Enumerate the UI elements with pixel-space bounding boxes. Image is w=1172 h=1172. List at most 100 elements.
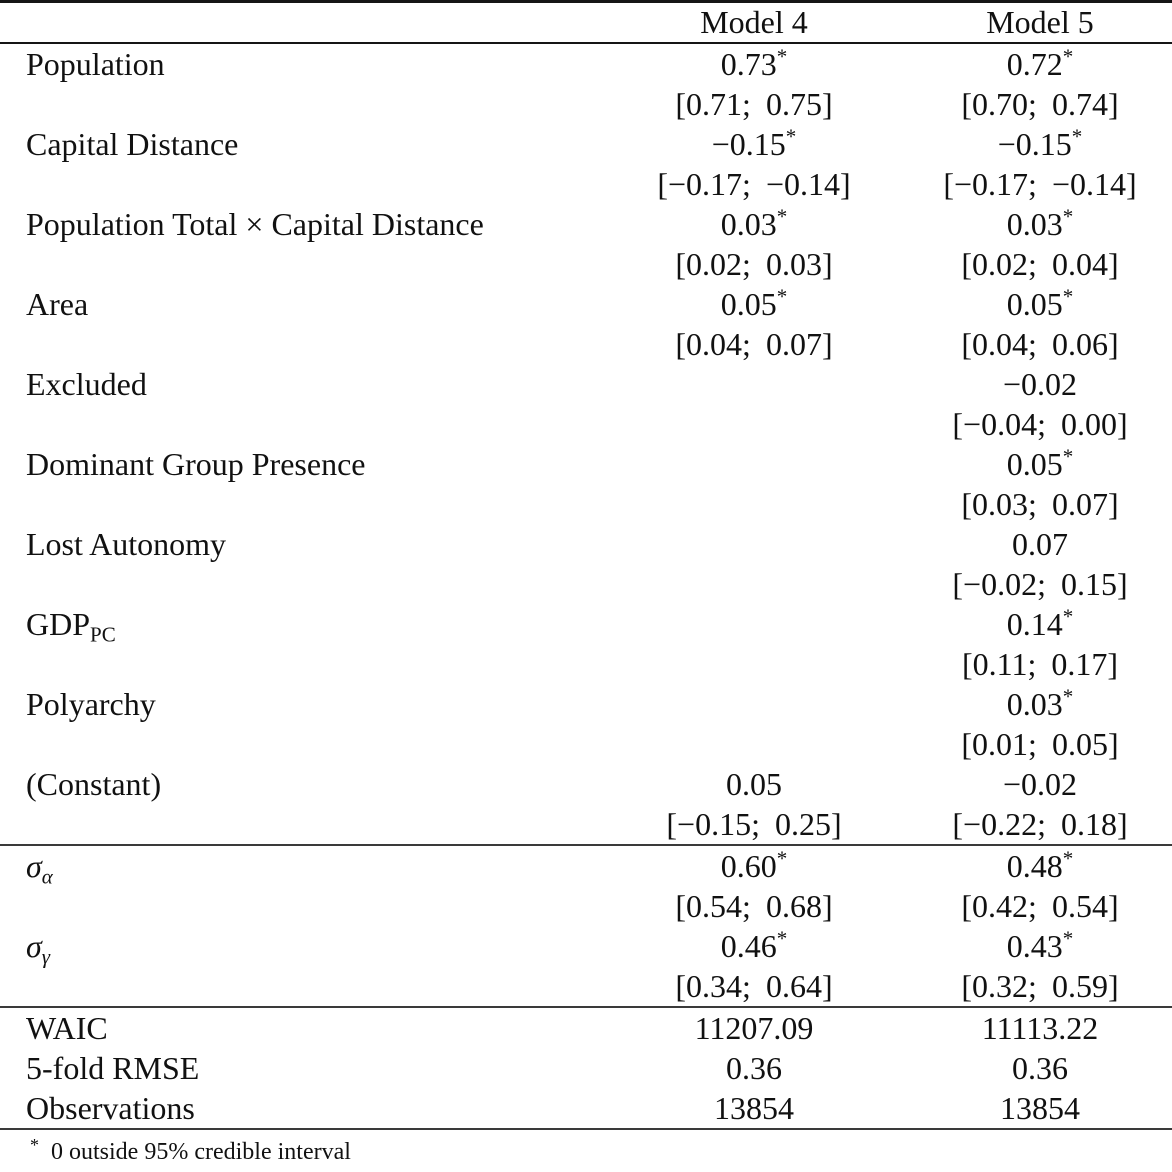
table-row-sigma-alpha: σα 0.60* 0.48* [0,844,1172,887]
row-label-text: Lost Autonomy [26,526,227,562]
row-label: GDPPC [0,604,600,647]
table-row-capital-distance: Capital Distance −0.15* −0.15* [0,124,1172,164]
empty-cell [0,644,600,684]
row-label: Dominant Group Presence [0,444,600,484]
row-label-text: Polyarchy [26,686,156,722]
table-row-lost-autonomy: Lost Autonomy 0.07 [0,524,1172,564]
m4-estimate-cell: 0.05 [600,764,908,804]
m5-estimate-cell: 0.05* [908,284,1172,324]
empty-cell [0,324,600,364]
m5-interval-cell: [0.03; 0.07] [961,486,1119,522]
empty-cell [0,886,600,926]
significance-star: * [776,926,788,951]
credible-interval-row: [0.54; 0.68] [0.42; 0.54] [0,886,1172,926]
significance-star: * [1062,684,1074,709]
significance-star: * [776,204,788,229]
m4-estimate-cell [600,684,908,724]
m5-interval-cell: [0.04; 0.06] [961,326,1119,362]
table-row-polyarchy: Polyarchy 0.03* [0,684,1172,724]
row-label-text: σ [26,848,42,884]
m5-interval-cell: [0.70; 0.74] [961,86,1119,122]
estimate-value: 13854 [1000,1090,1080,1126]
estimate-value: 0.73 [720,46,777,82]
credible-interval-row: [0.71; 0.75] [0.70; 0.74] [0,84,1172,124]
m5-estimate-cell: 11113.22 [908,1006,1172,1048]
table-row-population: Population 0.73* 0.72* [0,43,1172,84]
row-label: WAIC [0,1006,600,1048]
m4-interval-cell: [0.71; 0.75] [675,86,833,122]
credible-interval-row: [0.02; 0.03] [0.02; 0.04] [0,244,1172,284]
m5-estimate-cell: 0.72* [908,43,1172,84]
estimate-value: 0.46 [720,928,777,964]
m4-interval-cell [600,564,908,604]
estimate-value: 0.03 [720,206,777,242]
significance-star: * [776,846,788,871]
row-label-subscript: PC [90,622,116,647]
empty-cell [0,564,600,604]
table-row-rmse: 5-fold RMSE 0.36 0.36 [0,1048,1172,1088]
estimate-value: 0.48 [1006,848,1063,884]
m5-interval-cell: [−0.02; 0.15] [952,566,1128,602]
header-model-4: Model 4 [600,1,908,44]
row-label: (Constant) [0,764,600,804]
row-label-text: Dominant Group Presence [26,446,366,482]
m5-interval-cell: [0.02; 0.04] [961,246,1119,282]
m4-interval-cell [600,644,908,684]
row-label: σα [0,844,600,887]
m5-interval-cell: [0.11; 0.17] [961,646,1118,682]
estimate-value: 0.03 [1006,206,1063,242]
header-model-5: Model 5 [908,1,1172,44]
table-row-excluded: Excluded −0.02 [0,364,1172,404]
credible-interval-row: [0.11; 0.17] [0,644,1172,684]
significance-star: * [1062,444,1074,469]
table-footnote: * 0 outside 95% credible interval [0,1130,1172,1166]
m5-interval-cell: [−0.04; 0.00] [952,406,1128,442]
m4-estimate-cell: 11207.09 [600,1006,908,1048]
significance-star: * [776,284,788,309]
row-label: σγ [0,926,600,967]
significance-star: * [1062,604,1074,629]
m5-estimate-cell: 0.05* [908,444,1172,484]
estimate-value: −0.15 [711,126,786,162]
empty-cell [0,724,600,764]
empty-cell [0,244,600,284]
estimate-value: 0.05 [720,286,777,322]
m4-interval-cell: [−0.17; −0.14] [657,166,851,202]
m4-interval-cell: [−0.15; 0.25] [666,806,842,842]
row-label-text: σ [26,928,42,964]
row-label: Population [0,43,600,84]
row-label: Observations [0,1088,600,1130]
row-label: Population Total × Capital Distance [0,204,600,244]
credible-interval-row: [−0.17; −0.14] [−0.17; −0.14] [0,164,1172,204]
table-header-row: Model 4 Model 5 [0,1,1172,44]
m4-estimate-cell [600,524,908,564]
row-label-text: Capital Distance [26,126,239,162]
m5-interval-cell: [0.01; 0.05] [961,726,1119,762]
significance-star: * [776,44,788,69]
empty-cell [0,404,600,444]
table-row-observations: Observations 13854 13854 [0,1088,1172,1130]
m5-interval-cell: [0.32; 0.59] [961,968,1119,1004]
m4-estimate-cell [600,364,908,404]
m4-estimate-cell: 0.73* [600,43,908,84]
m4-interval-cell [600,404,908,444]
m5-estimate-cell: 0.36 [908,1048,1172,1088]
row-label-text: 5-fold RMSE [26,1050,200,1086]
m5-estimate-cell: 0.48* [908,844,1172,886]
significance-star: * [1062,204,1074,229]
m4-interval-cell: [0.02; 0.03] [675,246,833,282]
estimate-value: 11113.22 [981,1010,1099,1046]
estimate-value: 0.60 [720,848,777,884]
footnote-text: 0 outside 95% credible interval [51,1139,351,1165]
estimate-value: 11207.09 [694,1010,814,1046]
m5-interval-cell: [−0.17; −0.14] [943,166,1137,202]
m4-estimate-cell: 0.60* [600,844,908,886]
table-row-waic: WAIC 11207.09 11113.22 [0,1006,1172,1048]
m4-interval-cell [600,484,908,524]
significance-star: * [1062,846,1074,871]
estimate-value: 0.05 [1006,286,1063,322]
m5-estimate-cell: 0.03* [908,684,1172,724]
m4-estimate-cell: 0.46* [600,926,908,966]
m4-interval-cell: [0.04; 0.07] [675,326,833,362]
